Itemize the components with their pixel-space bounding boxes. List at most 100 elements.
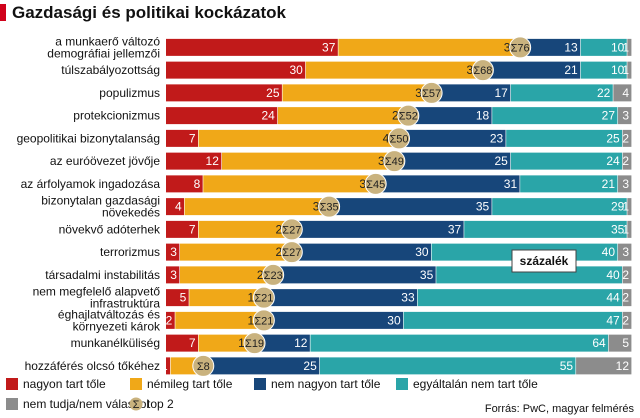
bar-segment: [166, 61, 306, 79]
top2-marker: [364, 172, 387, 195]
category-label: geopolitikai bizonytalanság: [17, 131, 160, 145]
bar-segment: [492, 198, 627, 216]
top2-marker: [262, 263, 285, 286]
source-note: Forrás: PwC, magyar felmérés: [485, 403, 635, 415]
top2-value-label: Σ21: [254, 293, 273, 305]
bar-segment: [198, 220, 292, 238]
bar-value-label: 4: [175, 200, 182, 214]
bar-segment: [282, 84, 432, 102]
top2-marker: [192, 354, 215, 377]
category-label: nem megfelelő alapvető infrastruktúra: [33, 285, 161, 311]
bar-segment: [166, 38, 338, 56]
bar-segment: [179, 266, 273, 284]
top2-value-label: Σ8: [197, 361, 210, 373]
top2-marker: [252, 309, 275, 332]
legend-item: nem nagyon tart tőle: [254, 377, 381, 391]
bar-value-label: 30: [289, 63, 303, 77]
bar-value-label: 8: [194, 177, 201, 191]
bar-value-label: 5: [180, 291, 187, 305]
bar-segment: [510, 84, 613, 102]
bar-segment: [608, 334, 632, 352]
bar-value-label: 30: [415, 245, 429, 259]
bar-segment: [277, 107, 408, 125]
bar-segment: [291, 220, 464, 238]
bar-value-label: 25: [303, 359, 317, 373]
bar-segment: [184, 198, 329, 216]
bar-value-label: 12: [206, 154, 220, 168]
bar-value-label: 25: [494, 154, 508, 168]
bar-row: a munkaerő változó demográfiai jellemzői 3…: [47, 34, 632, 60]
bar-segment: [408, 107, 492, 125]
bar-segment: [417, 289, 623, 307]
bar-value-label: 7: [189, 336, 196, 350]
legend-top2-symbol: Σ: [133, 399, 140, 411]
bar-value-label: 10: [611, 40, 625, 54]
bar-value-label: 30: [387, 313, 401, 327]
bar-rows: a munkaerő változó demográfiai jellemzői 3…: [17, 34, 632, 377]
bar-row: protekcionizmus242818273Σ52: [73, 104, 632, 127]
category-label: az euróövezet jövője: [50, 154, 160, 168]
bar-segment: [263, 311, 404, 329]
bar-segment: [198, 334, 254, 352]
category-label: bizonytalan gazdasági növekedés: [41, 194, 160, 220]
top2-value-label: Σ76: [511, 42, 530, 54]
top2-value-label: Σ50: [389, 133, 408, 145]
category-label: az árfolyamok ingadozása: [21, 177, 161, 191]
bar-segment: [627, 61, 632, 79]
bar-segment: [622, 152, 632, 170]
legend-label: nagyon tart tőle: [23, 377, 106, 391]
legend-item: egyáltalán nem tart tőle: [396, 377, 538, 391]
bar-value-label: 27: [602, 109, 616, 123]
bar-segment: [319, 357, 576, 375]
unit-label-frame: [511, 249, 577, 273]
chart-title: Gazdasági és politikai kockázatok: [12, 3, 287, 22]
bar-value-label: 35: [611, 222, 625, 236]
bar-value-label: 31: [504, 177, 518, 191]
bar-value-label: 2: [622, 131, 629, 145]
bar-row: nem megfelelő alapvetőinfrastruktúra5163…: [33, 285, 632, 311]
top2-marker: [420, 81, 443, 104]
category-label-line: demográfiai jellemzői: [47, 46, 160, 60]
bar-segment: [482, 61, 581, 79]
bar-row: az árfolyamok ingadozása83731213Σ45: [21, 172, 632, 195]
bar-value-label: 2: [622, 268, 629, 282]
top2-marker: [252, 286, 275, 309]
legend-label: egyáltalán nem tart tőle: [413, 377, 538, 391]
title-accent-bar: [0, 4, 6, 21]
bar-value-label: 1: [622, 222, 629, 236]
bar-value-label: 55: [560, 359, 574, 373]
bar-segment: [492, 107, 618, 125]
bar-value-label: 21: [602, 177, 616, 191]
category-label: társadalmi instabilitás: [45, 268, 160, 282]
legend-swatch: [396, 378, 408, 390]
bar-value-label: 1: [622, 200, 629, 214]
bar-segment: [622, 129, 632, 147]
top2-marker: [280, 241, 303, 264]
unit-label: százalék: [520, 254, 569, 268]
category-label-line: a munkaerő változó: [55, 34, 160, 48]
bar-value-label: 40: [602, 245, 616, 259]
legend-swatch: [130, 378, 142, 390]
top2-marker: [509, 36, 532, 59]
bar-row: bizonytalan gazdaságinövekedés43135291Σ3…: [41, 194, 632, 220]
bar-segment: [166, 311, 175, 329]
bar-segment: [622, 289, 632, 307]
bar-segment: [329, 198, 492, 216]
top2-value-label: Σ23: [264, 270, 283, 282]
bar-row: geopolitikai bizonytalanság74323252Σ50: [17, 127, 632, 150]
bar-row: túlszabályozottság303821101Σ68: [61, 59, 632, 82]
top2-value-label: Σ45: [366, 179, 385, 191]
top2-marker: [243, 332, 266, 355]
top2-marker: [280, 218, 303, 241]
top2-value-label: Σ21: [254, 315, 273, 327]
bar-segment: [198, 129, 399, 147]
category-label-line: növekedés: [102, 206, 160, 220]
bar-segment: [166, 129, 199, 147]
bar-segment: [254, 334, 310, 352]
bar-segment: [273, 266, 436, 284]
bar-value-label: 1: [622, 63, 629, 77]
bar-value-label: 35: [476, 200, 490, 214]
bar-value-label: 18: [476, 109, 490, 123]
category-label-line: nem megfelelő alapvető: [33, 285, 161, 299]
